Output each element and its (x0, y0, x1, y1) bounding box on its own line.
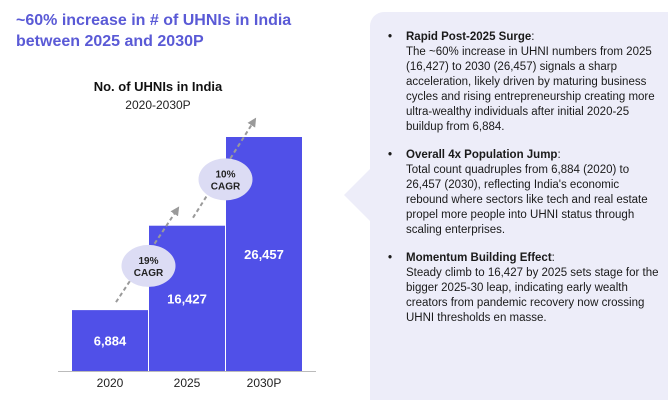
bar-2020 (72, 310, 148, 371)
chart-subtitle: 2020-2030P (125, 98, 191, 112)
bullet-icon: • (388, 252, 393, 264)
insight-heading: Rapid Post-2025 Surge (406, 31, 532, 43)
bullet-icon: • (388, 149, 393, 161)
insight-item: • Overall 4x Population Jump: Total coun… (384, 148, 660, 238)
insights-panel (370, 12, 668, 400)
x-tick-label: 2020 (97, 376, 124, 390)
cagr-bubble (198, 158, 253, 201)
insight-item: • Momentum Building Effect: Steady climb… (384, 251, 660, 326)
cagr-label-line1: 10% (215, 169, 235, 180)
insight-heading: Overall 4x Population Jump (406, 149, 558, 161)
insight-colon: : (531, 31, 535, 43)
x-tick-label: 2030P (247, 376, 282, 390)
bullet-icon: • (388, 31, 393, 43)
headline: ~60% increase in # of UHNIs in India bet… (16, 12, 292, 50)
insights-list: • Rapid Post-2025 Surge: The ~60% increa… (384, 30, 660, 339)
insight-text: Total count quadruples from 6,884 (2020)… (406, 164, 648, 236)
cagr-label-line2: CAGR (211, 181, 241, 192)
data-label: 6,884 (94, 334, 127, 349)
insight-text: Steady climb to 16,427 by 2025 sets stag… (406, 267, 659, 324)
insight-colon: : (551, 252, 555, 264)
cagr-bubble (121, 244, 176, 287)
insight-colon: : (557, 149, 561, 161)
cagr-label-line1: 19% (138, 256, 158, 267)
cagr-arrow (115, 206, 180, 303)
data-label: 16,427 (167, 291, 207, 306)
insight-text: The ~60% increase in UHNI numbers from 2… (406, 46, 655, 133)
insight-item: • Rapid Post-2025 Surge: The ~60% increa… (384, 30, 660, 135)
chart-title: No. of UHNIs in India (93, 79, 223, 94)
panel-pointer (344, 168, 371, 222)
data-label: 26,457 (244, 247, 284, 262)
uhni-bar-chart: 6,884202016,427202526,4572030P19%CAGR10%… (58, 117, 316, 390)
x-tick-label: 2025 (174, 376, 201, 390)
insight-heading: Momentum Building Effect (406, 252, 552, 264)
cagr-label-line2: CAGR (134, 268, 164, 279)
